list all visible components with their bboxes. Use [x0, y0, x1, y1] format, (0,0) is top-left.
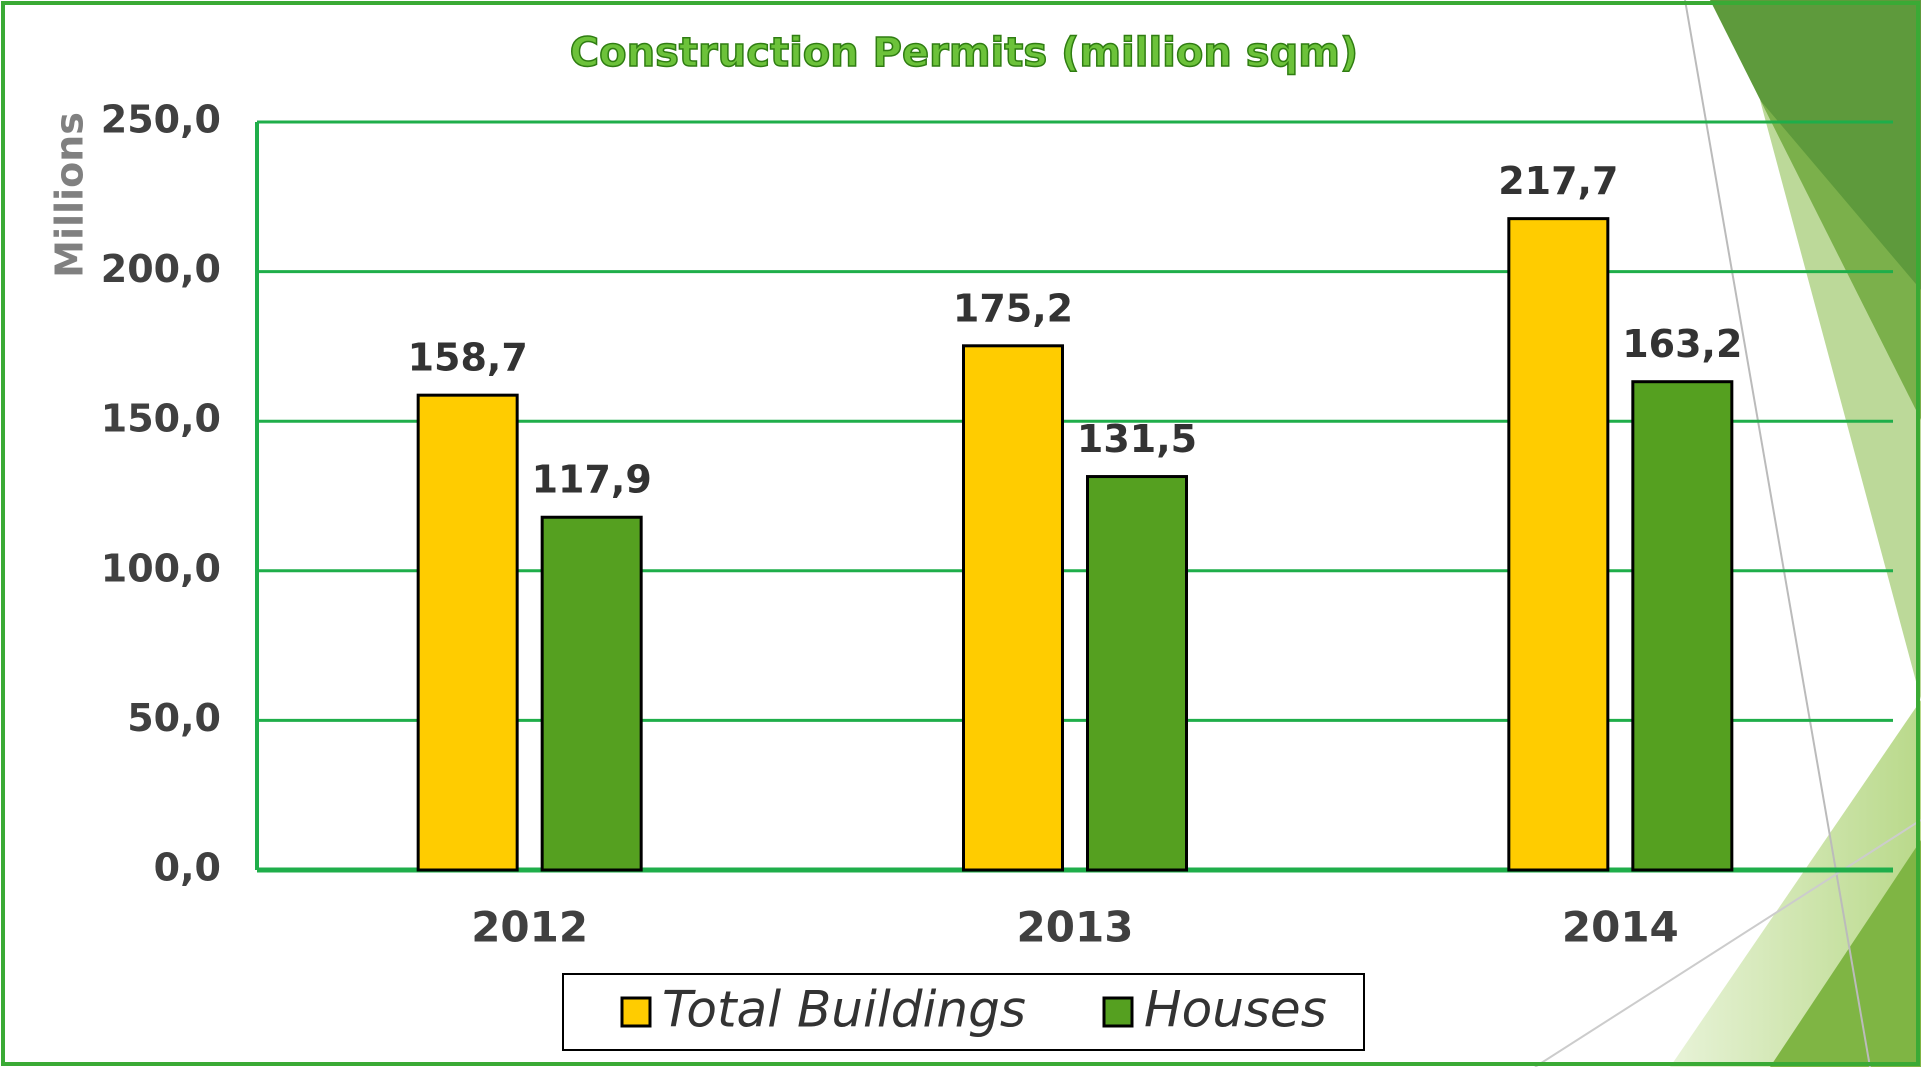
x-tick-label: 2012: [471, 903, 588, 952]
decor: [1770, 840, 1921, 1067]
decor: [1760, 100, 1921, 700]
y-tick-label: 50,0: [127, 696, 221, 740]
y-axis-label: Millions: [48, 112, 92, 278]
y-tick-label: 0,0: [154, 846, 221, 890]
bar: [1086, 475, 1188, 872]
y-tick-label: 200,0: [101, 247, 221, 291]
bar: [540, 515, 643, 872]
value-label: 217,7: [1498, 159, 1618, 203]
value-label: 117,9: [532, 458, 652, 502]
legend-swatch: [620, 996, 652, 1028]
decor: [1534, 819, 1921, 1067]
value-label: 163,2: [1622, 322, 1742, 366]
bar: [416, 393, 519, 872]
x-tick-label: 2014: [1562, 903, 1679, 952]
y-tick-label: 100,0: [101, 546, 221, 590]
bar: [1507, 217, 1610, 872]
legend: [562, 973, 1365, 1051]
bar: [1631, 380, 1734, 872]
y-tick-label: 250,0: [101, 98, 221, 142]
value-label: 158,7: [408, 336, 528, 380]
legend-label: Houses: [1144, 981, 1327, 1039]
legend-label: Total Buildings: [662, 981, 1026, 1039]
bar: [962, 344, 1064, 872]
value-label: 131,5: [1077, 417, 1197, 461]
decor: [1684, 0, 1871, 1067]
value-label: 175,2: [953, 286, 1073, 330]
x-tick-label: 2013: [1017, 903, 1134, 952]
y-tick-label: 150,0: [101, 397, 221, 441]
chart-title: Construction Permits (million sqm): [570, 30, 1358, 76]
legend-swatch: [1102, 996, 1134, 1028]
